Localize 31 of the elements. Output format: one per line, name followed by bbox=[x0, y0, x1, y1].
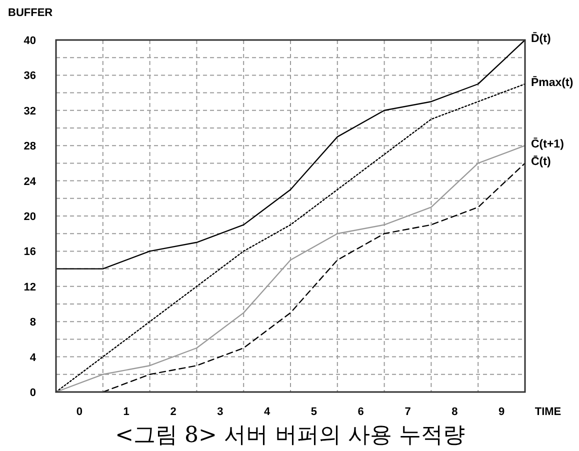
series-label: C̄(t+1) bbox=[531, 137, 564, 151]
y-tick-label: 8 bbox=[30, 316, 36, 329]
x-tick-label: 4 bbox=[264, 406, 271, 418]
series-label: C̄(t) bbox=[531, 154, 551, 168]
x-tick-label: 0 bbox=[76, 406, 83, 418]
x-tick-label: 8 bbox=[452, 406, 458, 418]
y-tick-label: 24 bbox=[24, 176, 37, 188]
x-tick-label: 7 bbox=[404, 406, 411, 418]
line-series bbox=[55, 39, 526, 270]
x-tick-label: 9 bbox=[498, 406, 505, 418]
x-tick-label: 2 bbox=[170, 406, 176, 418]
y-axis-title: BUFFER bbox=[8, 7, 53, 19]
y-tick-label: 12 bbox=[24, 281, 36, 294]
y-tick-label: 40 bbox=[24, 35, 36, 47]
y-tick-label: 32 bbox=[24, 105, 36, 118]
y-tick-label: 20 bbox=[24, 211, 36, 223]
line-series bbox=[55, 83, 526, 393]
series-label: D̄(t) bbox=[531, 32, 551, 45]
x-tick-label: 3 bbox=[217, 406, 224, 418]
x-axis-title: TIME bbox=[534, 406, 562, 418]
x-tick-label: 6 bbox=[358, 406, 364, 418]
x-tick-label: 5 bbox=[310, 406, 318, 418]
y-tick-label: 16 bbox=[24, 246, 36, 258]
line-series bbox=[102, 162, 526, 393]
text: <그림 8> 서버 버퍼의 사용 누적량 bbox=[115, 423, 465, 448]
y-tick-label: 4 bbox=[30, 352, 37, 364]
x-tick-label: 1 bbox=[123, 406, 130, 418]
series-label: P̄max(t) bbox=[531, 76, 574, 89]
y-tick-label: 0 bbox=[30, 387, 36, 399]
y-tick-label: 36 bbox=[24, 70, 36, 82]
y-tick-label: 28 bbox=[24, 140, 36, 153]
